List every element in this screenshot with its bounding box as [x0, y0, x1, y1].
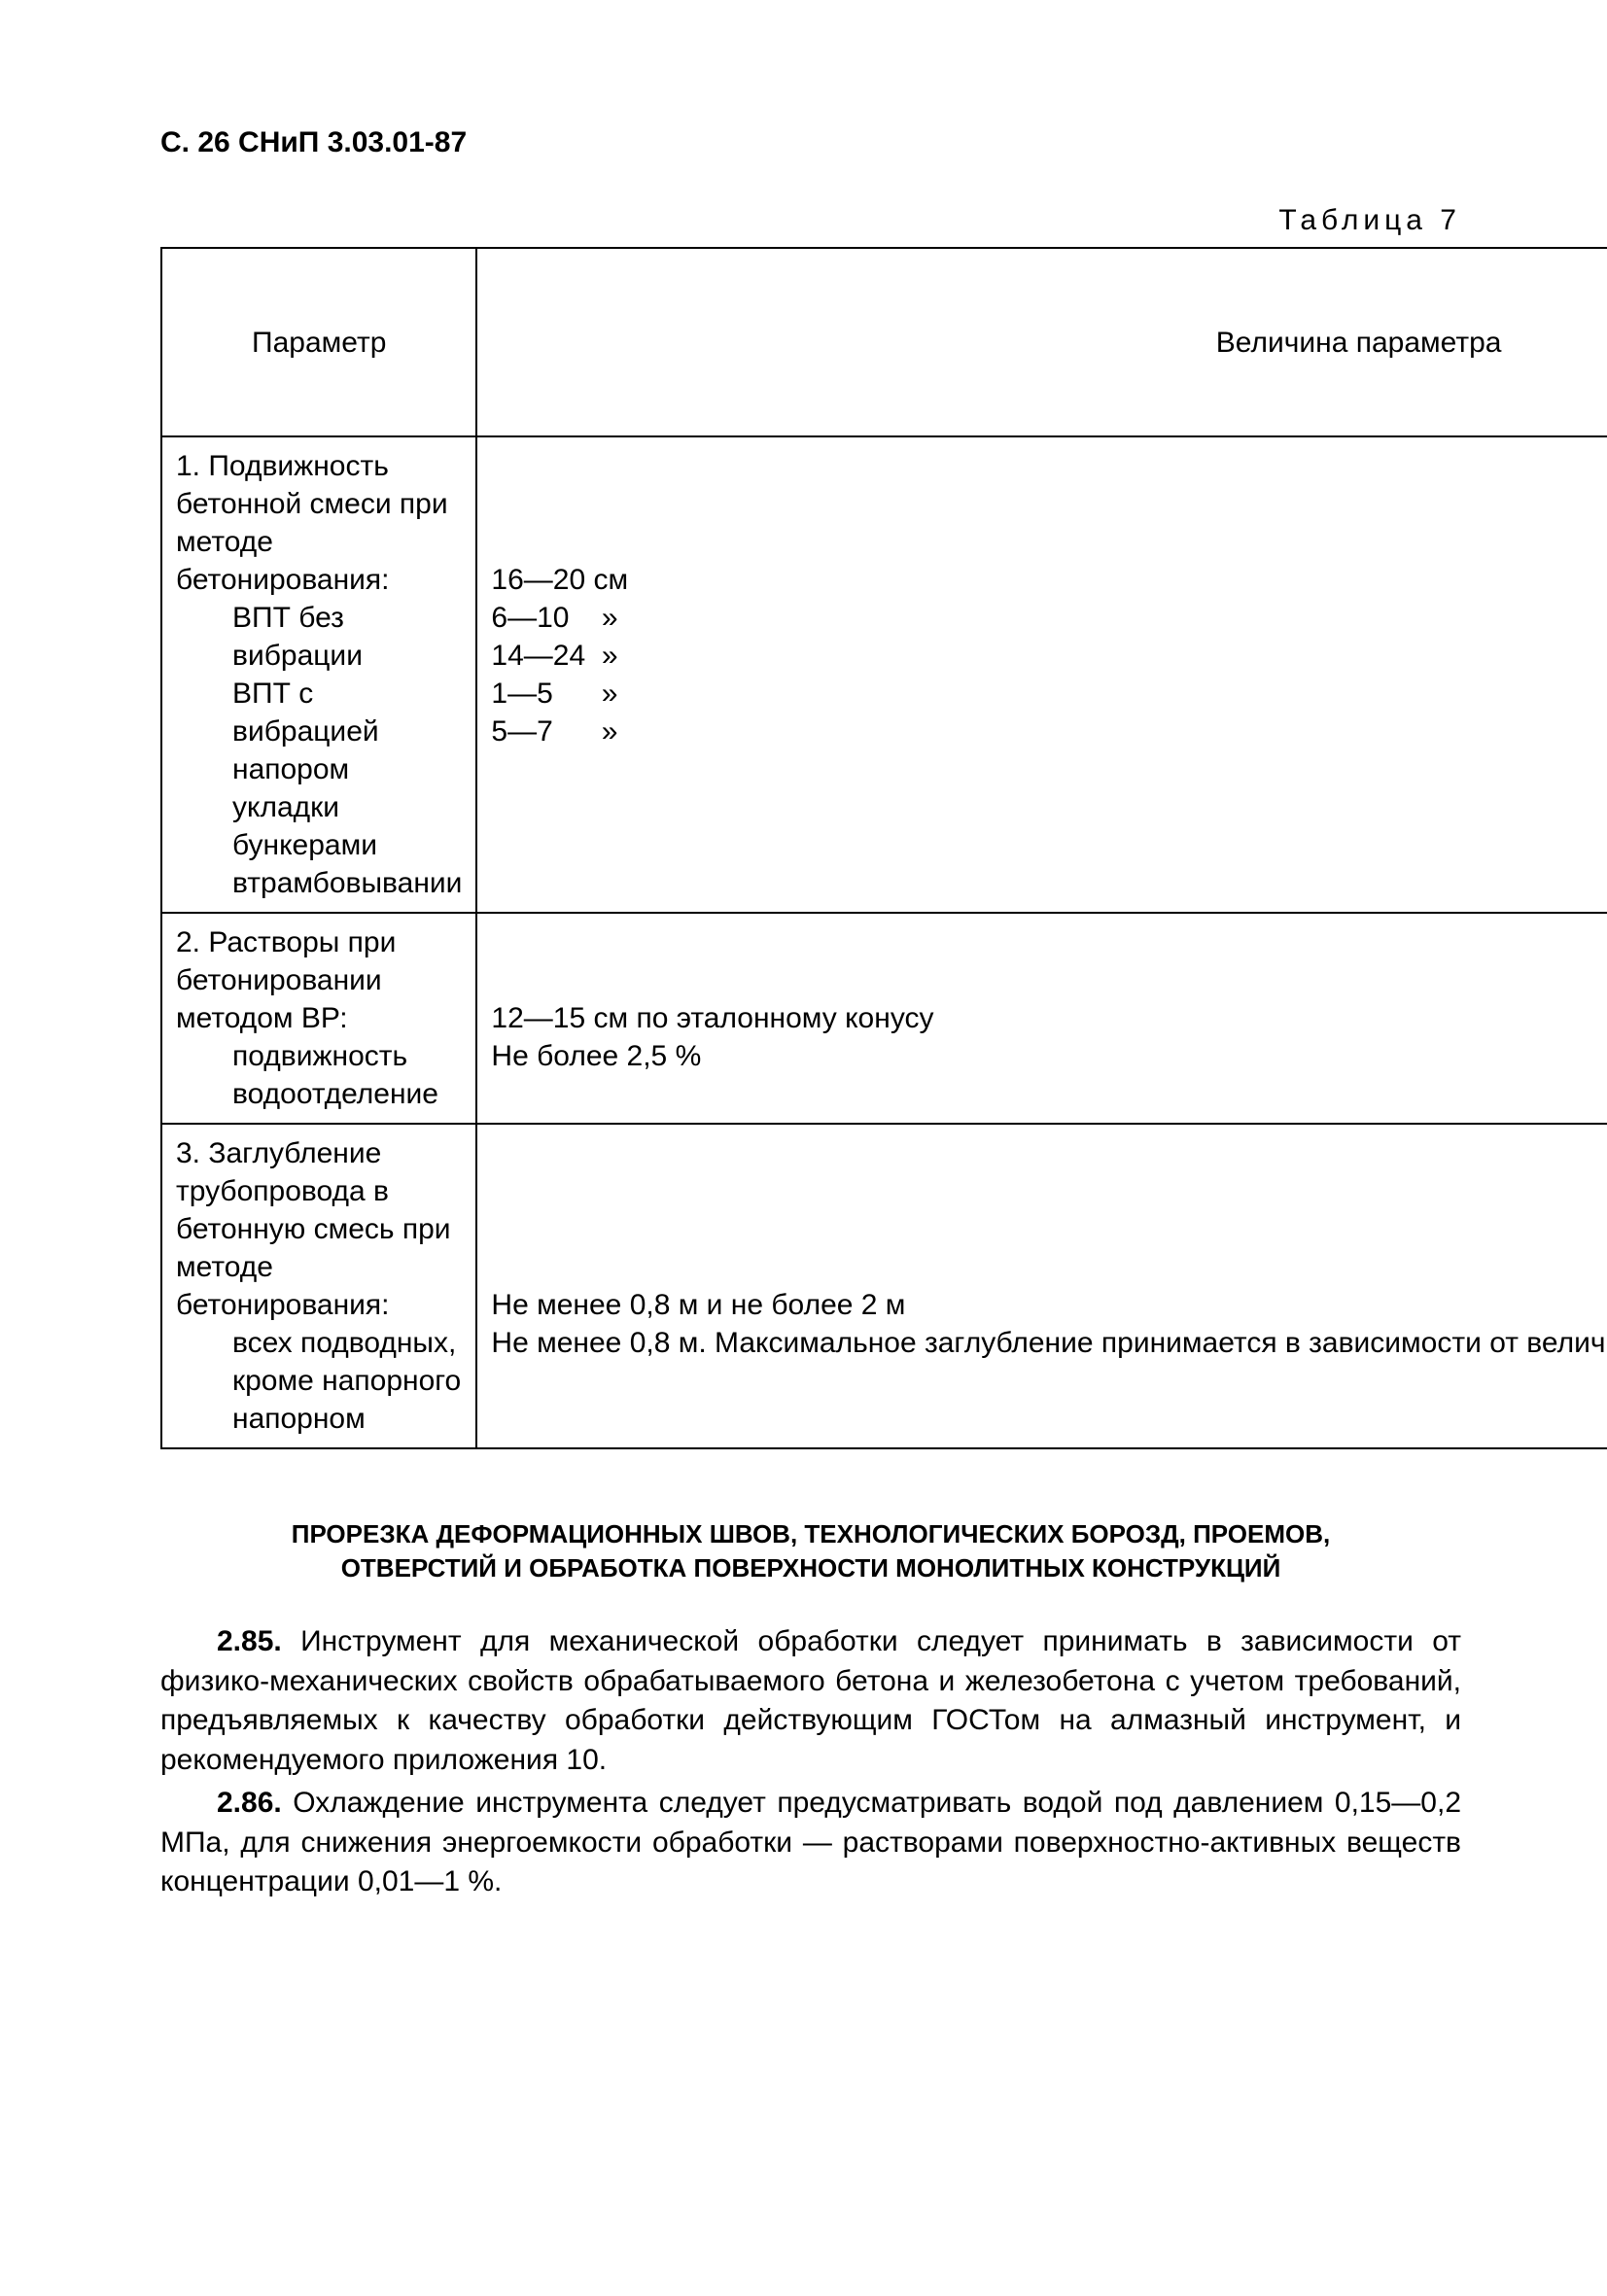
param-cell: 2. Растворы при бетонировании методом ВР… [161, 913, 476, 1124]
col-header-value: Величина параметра [476, 248, 1607, 436]
param-cell: 1. Подвижность бетонной смеси при методе… [161, 436, 476, 913]
parameters-table: Параметр Величина параметра Контроль (ме… [160, 247, 1607, 1449]
paragraph-text: Охлаждение инструмента следует предусмат… [160, 1787, 1461, 1897]
paragraph: 2.86. Охлаждение инструмента следует пре… [160, 1784, 1461, 1902]
paragraph-number: 2.86. [217, 1787, 293, 1819]
paragraph-text: Инструмент для механической обработки сл… [160, 1625, 1461, 1776]
page-header: С. 26 СНиП 3.03.01-87 [160, 126, 1461, 159]
paragraph: 2.85. Инструмент для механической обрабо… [160, 1622, 1461, 1780]
table-row: 3. Заглубление трубопровода в бетонную с… [161, 1124, 1607, 1448]
table-row: 1. Подвижность бетонной смеси при методе… [161, 436, 1607, 913]
table-row: 2. Растворы при бетонировании методом ВР… [161, 913, 1607, 1124]
paragraph-number: 2.85. [217, 1625, 300, 1657]
table-header-row: Параметр Величина параметра Контроль (ме… [161, 248, 1607, 436]
value-cell: 16—20 см6—10 »14—24 »1—5 »5—7 » [476, 436, 1607, 913]
section-heading: ПРОРЕЗКА ДЕФОРМАЦИОННЫХ ШВОВ, ТЕХНОЛОГИЧ… [219, 1517, 1403, 1585]
col-header-param: Параметр [161, 248, 476, 436]
param-cell: 3. Заглубление трубопровода в бетонную с… [161, 1124, 476, 1448]
value-cell: 12—15 см по эталонному конусуНе более 2,… [476, 913, 1607, 1124]
table-caption: Таблица 7 [160, 204, 1461, 237]
value-cell: Не менее 0,8 м и не более 2 мНе менее 0,… [476, 1124, 1607, 1448]
